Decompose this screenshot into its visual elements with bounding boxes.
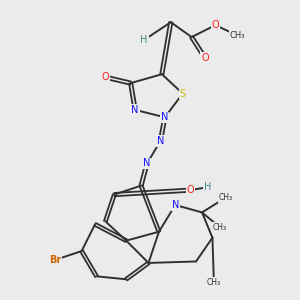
Text: CH₃: CH₃ [207,278,221,287]
Text: O: O [212,20,219,30]
Text: CH₃: CH₃ [230,31,245,40]
Text: N: N [172,200,179,210]
Text: N: N [143,158,151,168]
Text: N: N [161,112,169,122]
Text: O: O [186,185,194,195]
Text: CH₃: CH₃ [213,223,227,232]
Text: N: N [131,105,139,115]
Text: H: H [140,35,148,45]
Text: S: S [180,88,186,98]
Text: H: H [140,35,148,45]
Text: N: N [157,136,164,146]
Text: H: H [204,182,211,192]
Text: CH₃: CH₃ [219,193,233,202]
Text: Br: Br [49,255,61,265]
Text: O: O [201,53,209,63]
Text: O: O [102,72,109,82]
